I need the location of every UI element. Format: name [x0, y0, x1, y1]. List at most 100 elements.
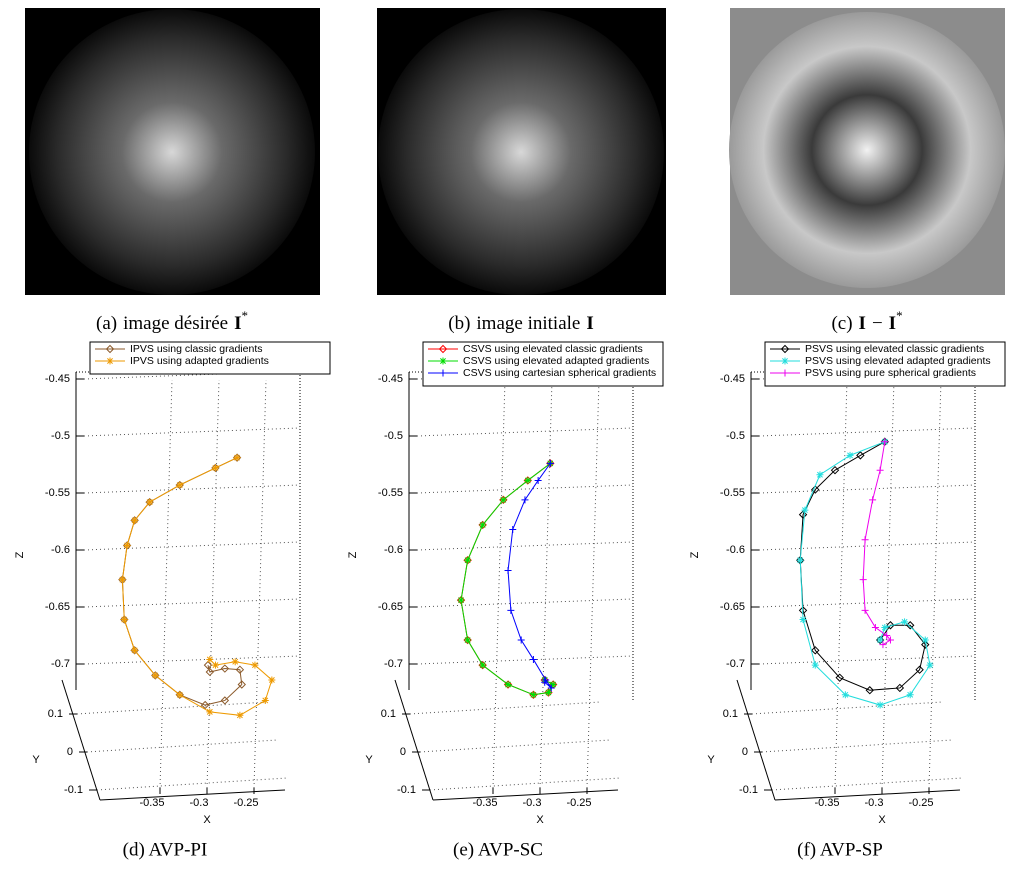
- grid-line: [86, 739, 278, 753]
- marker: [261, 696, 269, 704]
- x-tick-label: -0.3: [865, 797, 884, 809]
- grid-line: [416, 598, 634, 608]
- marker: [517, 636, 525, 644]
- marker: [801, 506, 809, 514]
- marker: [835, 673, 844, 682]
- y-axis-label: Y: [32, 754, 40, 766]
- plot-caption: (d) AVP-PI: [123, 839, 208, 860]
- marker: [856, 451, 865, 460]
- marker: [915, 665, 924, 674]
- marker: [504, 681, 512, 689]
- x-tick-label: -0.25: [908, 797, 933, 809]
- marker: [507, 606, 515, 614]
- marker: [236, 711, 244, 719]
- caption-text: *: [896, 308, 903, 323]
- marker: [499, 496, 507, 504]
- marker: [549, 681, 557, 689]
- grid-line: [83, 598, 301, 608]
- marker: [233, 454, 241, 462]
- caption-text: *: [241, 308, 248, 323]
- marker: [106, 357, 114, 365]
- marker: [131, 516, 139, 524]
- marker: [504, 567, 512, 575]
- marker: [841, 691, 849, 699]
- marker: [865, 686, 874, 695]
- y-axis-label: Y: [365, 754, 373, 766]
- legend-label: CSVS using elevated adapted gradients: [463, 355, 649, 367]
- caption-symbol: I: [234, 313, 241, 334]
- marker: [457, 596, 465, 604]
- marker: [871, 624, 879, 632]
- z-axis-label: Z: [689, 551, 701, 558]
- x-axis-label: X: [203, 814, 211, 826]
- marker: [541, 678, 549, 686]
- y-tick-label: 0: [400, 746, 406, 758]
- marker: [146, 498, 154, 506]
- z-axis-label: Z: [14, 551, 26, 558]
- marker: [861, 536, 869, 544]
- marker: [438, 344, 448, 354]
- grid-line: [758, 655, 976, 665]
- legend-label: IPVS using adapted gradients: [130, 355, 269, 367]
- marker: [206, 655, 214, 663]
- plot: -0.45 -0.5 -0.55 -0.6 -0.65 -0.7 -0.35 -0.3 -0.2…: [14, 341, 331, 860]
- marker: [799, 616, 807, 624]
- grid-line: [419, 739, 611, 753]
- caption-label: (c): [831, 313, 852, 334]
- legend-label: PSVS using elevated adapted gradients: [805, 355, 991, 367]
- y-tick-label: 0.1: [48, 708, 63, 720]
- marker: [211, 661, 219, 669]
- x-axis-label: X: [536, 814, 544, 826]
- marker: [886, 636, 894, 644]
- grid-line: [751, 701, 943, 715]
- grid-line: [409, 701, 601, 715]
- grid-line: [761, 739, 953, 753]
- grid-line: [758, 541, 976, 551]
- trajectory: [460, 462, 554, 696]
- trajectory: [862, 441, 892, 646]
- grid-line: [881, 379, 895, 789]
- grid-line: [96, 777, 288, 791]
- grid-line: [834, 379, 848, 789]
- image-caption: (a) image désirée I*: [96, 308, 248, 334]
- legend-label: CSVS using cartesian spherical gradients: [463, 367, 656, 379]
- caption-text: −: [872, 313, 883, 334]
- x-tick-label: -0.25: [566, 797, 591, 809]
- marker: [220, 696, 230, 705]
- grid-line: [539, 379, 553, 789]
- grid-line: [83, 484, 301, 494]
- marker: [439, 357, 447, 365]
- z-tick-label: -0.45: [720, 373, 745, 385]
- marker: [464, 636, 472, 644]
- legend-label: IPVS using classic gradients: [130, 343, 262, 355]
- y-tick-label: 0.1: [723, 708, 738, 720]
- caption-symbol: I: [859, 313, 866, 334]
- marker: [921, 636, 929, 644]
- grid-line: [416, 655, 634, 665]
- z-tick-label: -0.5: [726, 430, 745, 442]
- x-tick-label: -0.3: [190, 797, 209, 809]
- marker: [479, 661, 487, 669]
- z-tick-label: -0.65: [378, 601, 403, 613]
- grid-line: [83, 541, 301, 551]
- marker: [131, 646, 139, 654]
- marker: [529, 655, 537, 663]
- z-tick-label: -0.55: [720, 487, 745, 499]
- grid-line: [758, 598, 976, 608]
- z-tick-label: -0.45: [45, 373, 70, 385]
- grid-line: [416, 541, 634, 551]
- marker: [926, 661, 934, 669]
- marker: [876, 701, 884, 709]
- fisheye-photo: [378, 9, 664, 295]
- caption-symbol: I: [889, 313, 896, 334]
- axis-line: [394, 679, 434, 801]
- y-tick-label: -0.1: [64, 784, 83, 796]
- z-tick-label: -0.45: [378, 373, 403, 385]
- marker: [439, 369, 447, 377]
- marker: [151, 671, 159, 679]
- caption-label: (a): [96, 313, 117, 334]
- plot-caption: (f) AVP-SP: [797, 839, 883, 860]
- marker: [811, 661, 819, 669]
- trajectory: [799, 441, 926, 691]
- marker: [830, 465, 840, 475]
